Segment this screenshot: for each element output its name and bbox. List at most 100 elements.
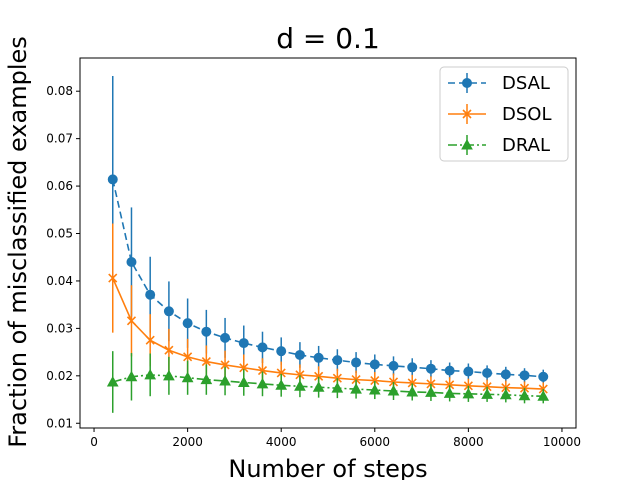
data-point: [388, 360, 399, 371]
marker-stroke: [239, 363, 249, 373]
marker-stroke: [108, 273, 118, 283]
marker-stroke: [370, 375, 380, 386]
series-line: [112, 277, 544, 390]
marker-stroke: [445, 380, 455, 390]
data-point: [125, 370, 138, 382]
data-point: [332, 355, 343, 366]
data-point: [444, 365, 455, 376]
data-point: [257, 366, 268, 376]
data-point: [201, 326, 212, 337]
legend-label: DSAL: [502, 73, 550, 94]
x-tick-label: 10000: [543, 435, 581, 449]
data-point: [351, 357, 362, 368]
y-tick-label: 0.07: [46, 132, 73, 146]
y-tick-label: 0.01: [46, 416, 73, 430]
data-point: [294, 380, 306, 391]
data-point: [144, 368, 157, 380]
data-point: [108, 273, 118, 283]
legend-entry-dral: DRAL: [448, 135, 550, 156]
data-point: [164, 345, 174, 355]
marker-stroke: [220, 360, 230, 370]
data-point: [518, 389, 531, 401]
data-point: [257, 342, 268, 353]
data-point: [313, 352, 324, 363]
data-point: [387, 384, 400, 396]
data-point: [369, 359, 380, 370]
data-point: [407, 362, 418, 373]
data-point: [106, 375, 119, 387]
series-line: [111, 179, 544, 378]
series-dral: [106, 351, 550, 413]
data-point: [182, 318, 193, 329]
x-tick-label: 2000: [172, 435, 203, 449]
marker-stroke: [183, 352, 193, 362]
data-point: [107, 174, 118, 185]
marker-stroke: [462, 109, 472, 119]
data-point: [407, 378, 417, 388]
data-point: [145, 335, 155, 345]
data-point: [368, 384, 381, 395]
marker-stroke: [126, 316, 137, 326]
data-point: [256, 377, 269, 389]
data-point: [275, 379, 288, 390]
y-tick-label: 0.04: [46, 274, 73, 288]
data-point: [350, 383, 362, 394]
data-point: [312, 381, 325, 392]
data-point: [500, 369, 511, 380]
data-point: [219, 375, 231, 386]
axes: 0 2000 4000 6000 8000 10000 0.01 0.02 0.03 0.04 0.…: [46, 57, 581, 449]
legend-label: DSOL: [502, 104, 551, 125]
data-point: [519, 370, 530, 381]
y-tick-label: 0.03: [46, 321, 73, 335]
legend-box: [439, 66, 569, 162]
legend-entry-dsal: DSAL: [448, 73, 550, 94]
data-point: [237, 376, 250, 387]
data-point: [220, 332, 231, 343]
data-point: [276, 346, 287, 357]
marker-stroke: [145, 335, 155, 345]
data-point: [331, 382, 344, 393]
data-point: [425, 363, 436, 374]
legend-entry-dsol: DSOL: [448, 104, 551, 125]
legend-marker: [461, 138, 473, 150]
y-tick-label: 0.06: [46, 179, 73, 193]
data-point: [537, 390, 550, 401]
marker-stroke: [257, 366, 268, 376]
x-tick-label: 0: [90, 435, 98, 449]
x-axis-label: Number of steps: [228, 455, 427, 480]
y-tick-label: 0.05: [46, 227, 73, 241]
series-dsol: [108, 223, 548, 396]
data-point: [145, 289, 156, 300]
data-point: [314, 371, 324, 381]
y-axis-label: Fraction of misclassified examples: [4, 36, 32, 448]
data-point: [294, 349, 305, 360]
data-point: [370, 375, 380, 386]
data-point: [126, 256, 137, 267]
legend-marker: [462, 109, 472, 119]
data-point: [200, 373, 213, 385]
data-point: [238, 338, 249, 349]
data-point: [406, 385, 419, 397]
data-point: [499, 388, 512, 400]
axes-frame: [79, 57, 577, 429]
data-point: [482, 367, 493, 378]
marker-stroke: [201, 357, 211, 367]
marker-stroke: [407, 378, 417, 388]
legend-label: DRAL: [502, 135, 550, 156]
y-tick-label: 0.08: [46, 84, 73, 98]
marker-stroke: [164, 345, 174, 355]
data-point: [126, 316, 137, 326]
data-point: [183, 352, 193, 362]
y-tick-label: 0.02: [46, 369, 73, 383]
plot-area: [106, 76, 550, 413]
data-point: [538, 371, 549, 382]
data-point: [462, 387, 475, 399]
data-point: [276, 368, 286, 378]
data-point: [295, 370, 305, 380]
marker-stroke: [276, 368, 286, 378]
data-point: [463, 366, 474, 377]
marker-stroke: [314, 371, 324, 381]
data-point: [481, 388, 493, 399]
x-tick-label: 8000: [453, 435, 484, 449]
